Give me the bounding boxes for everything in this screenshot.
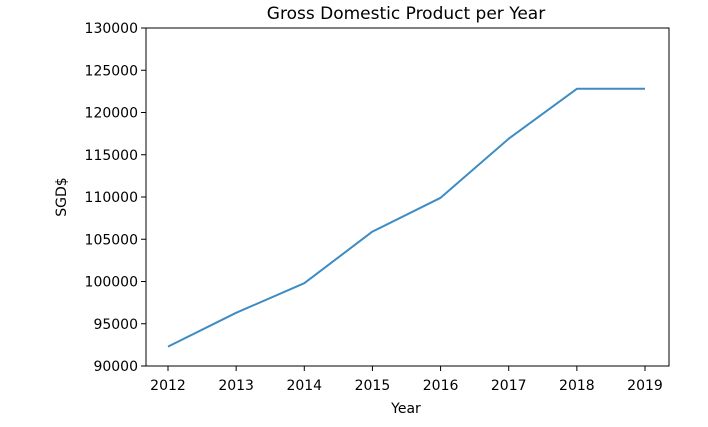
x-axis: 2012 2013 2014 2015 2016 2017 2018 2019	[150, 366, 663, 394]
x-tick-label: 2013	[218, 378, 254, 394]
x-tick-label: 2018	[559, 378, 595, 394]
y-tick-label: 115000	[85, 148, 138, 164]
y-tick-label: 130000	[85, 21, 138, 37]
x-tick-label: 2019	[627, 378, 663, 394]
chart-title: Gross Domestic Product per Year	[267, 4, 545, 24]
y-tick-label: 100000	[85, 275, 138, 291]
x-tick-label: 2012	[150, 378, 186, 394]
x-tick-label: 2015	[355, 378, 391, 394]
y-axis-label: SGD$	[54, 177, 70, 216]
y-tick-label: 95000	[93, 317, 138, 333]
y-tick-label: 110000	[85, 190, 138, 206]
y-tick-label: 90000	[93, 359, 138, 375]
x-tick-label: 2017	[491, 378, 527, 394]
y-tick-label: 125000	[85, 63, 138, 79]
y-tick-label: 120000	[85, 106, 138, 122]
y-axis: 90000 95000 100000 105000 110000 115000 120000…	[85, 21, 146, 375]
plot-area	[145, 27, 670, 367]
x-tick-label: 2016	[423, 378, 459, 394]
x-axis-label: Year	[390, 401, 421, 417]
x-tick-label: 2014	[286, 378, 322, 394]
series-line	[167, 87, 645, 348]
y-tick-label: 105000	[85, 232, 138, 248]
series-layer	[167, 87, 645, 348]
